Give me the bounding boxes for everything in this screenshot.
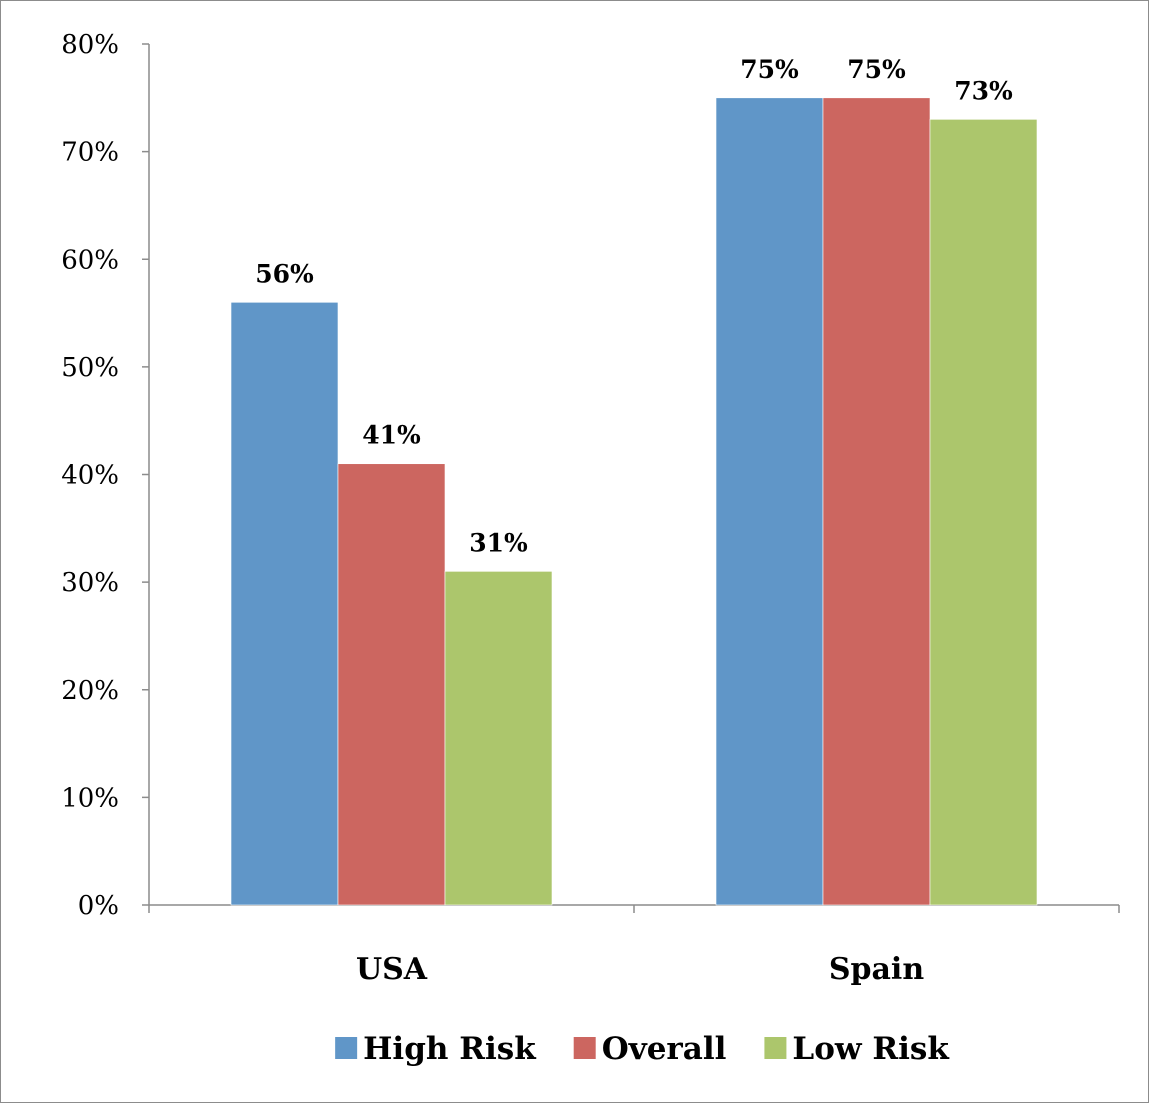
legend-swatch [573, 1037, 596, 1059]
x-category-label: USA [356, 952, 428, 987]
legend-item: Overall [573, 1031, 727, 1067]
y-axis: 0% 10% 20% 30% 40% 50% 60% 70% 80% [61, 30, 150, 921]
legend-item: Low Risk [764, 1031, 950, 1067]
legend-item: High Risk [335, 1031, 537, 1067]
x-axis: USA Spain [148, 904, 1120, 987]
data-label: 75% [740, 55, 799, 84]
bar [822, 97, 931, 906]
data-label: 41% [362, 421, 421, 450]
bars [230, 97, 1038, 906]
bar [929, 119, 1038, 906]
legend-label: High Risk [363, 1031, 537, 1067]
data-label: 75% [847, 55, 906, 84]
y-tick-label: 0% [78, 891, 119, 921]
y-tick-label: 20% [61, 676, 119, 706]
legend: High Risk Overall Low Risk [335, 1031, 950, 1067]
y-tick-label: 10% [61, 783, 119, 813]
legend-swatch [335, 1037, 358, 1059]
data-labels: 56% 41% 31% 75% 75% 73% [255, 55, 1013, 558]
bar [337, 463, 446, 906]
y-tick-label: 70% [61, 138, 119, 168]
legend-swatch [764, 1037, 787, 1059]
bar [444, 571, 553, 906]
x-category-label: Spain [829, 952, 924, 987]
data-label: 56% [255, 259, 314, 288]
bar [715, 97, 824, 906]
legend-label: Overall [602, 1031, 727, 1067]
bar [230, 301, 339, 906]
legend-label: Low Risk [792, 1031, 950, 1067]
y-tick-label: 40% [61, 461, 119, 491]
y-tick-label: 50% [61, 353, 119, 383]
data-label: 31% [469, 528, 528, 557]
y-tick-label: 60% [61, 245, 119, 275]
data-label: 73% [954, 76, 1013, 105]
y-tick-label: 80% [61, 30, 119, 60]
y-tick-label: 30% [61, 568, 119, 598]
